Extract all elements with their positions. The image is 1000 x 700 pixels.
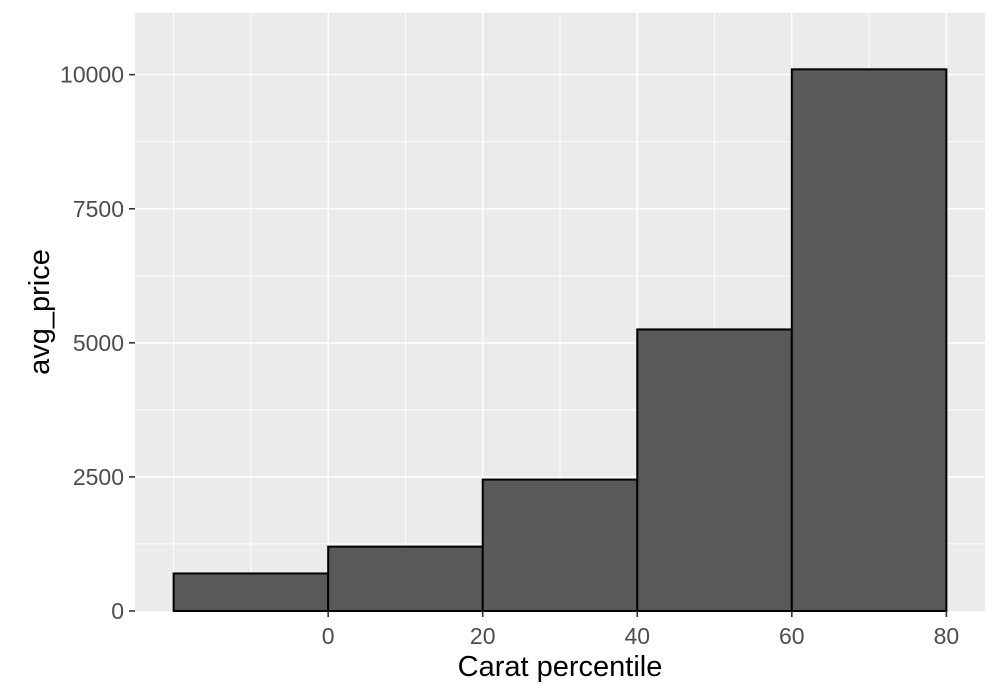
y-axis-title: avg_price: [24, 249, 56, 375]
x-axis-tick-label: 0: [322, 623, 335, 649]
bar: [636, 328, 793, 612]
bar: [327, 545, 484, 612]
bar: [172, 572, 330, 612]
x-axis-tick-label: 40: [624, 623, 650, 649]
y-axis-tick-label: 5000: [73, 330, 124, 356]
y-axis-tick-label: 0: [111, 598, 124, 624]
x-axis-tick-label: 20: [470, 623, 496, 649]
x-axis-tick-label: 60: [779, 623, 805, 649]
bar: [481, 478, 639, 612]
x-axis-title: Carat percentile: [458, 651, 663, 683]
y-axis-tick-label: 10000: [60, 62, 124, 88]
y-axis-tick-label: 2500: [73, 464, 124, 490]
x-axis-tick-label: 80: [934, 623, 960, 649]
y-axis-tick-label: 7500: [73, 196, 124, 222]
bar: [790, 68, 948, 612]
